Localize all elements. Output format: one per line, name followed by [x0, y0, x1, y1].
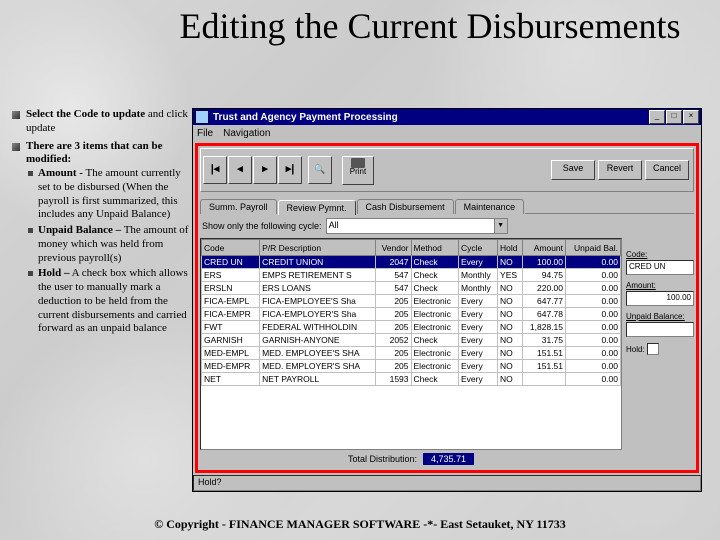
- unpaid-label: Unpaid Balance:: [626, 312, 694, 321]
- revert-button[interactable]: Revert: [598, 160, 642, 180]
- highlighted-region: |◂ ◂ ▸ ▸| 🔍 Print Save Revert Cancel: [195, 143, 699, 473]
- bullet-column: Select the Code to update and click upda…: [12, 108, 192, 492]
- tab-cash-disbursement[interactable]: Cash Disbursement: [357, 199, 454, 214]
- total-value: 4,735.71: [423, 453, 474, 465]
- table-row[interactable]: FICA-EMPRFICA-EMPLOYER'S Sha205Electroni…: [202, 308, 621, 321]
- code-field[interactable]: CRED UN: [626, 260, 694, 275]
- col-desc[interactable]: P/R Description: [260, 240, 376, 256]
- chevron-down-icon: ▼: [494, 219, 507, 233]
- hold-label: Hold:: [626, 345, 645, 354]
- bullet-2: There are 3 items that can be modified: …: [12, 140, 192, 337]
- col-method[interactable]: Method: [411, 240, 459, 256]
- print-button[interactable]: Print: [342, 156, 374, 185]
- maximize-button[interactable]: □: [666, 110, 682, 124]
- tab-maintenance[interactable]: Maintenance: [455, 199, 525, 214]
- find-button[interactable]: 🔍: [308, 156, 332, 184]
- app-icon: [195, 110, 209, 124]
- minimize-button[interactable]: _: [649, 110, 665, 124]
- save-button[interactable]: Save: [551, 160, 595, 180]
- amount-label: Amount:: [626, 281, 694, 290]
- toolbar: |◂ ◂ ▸ ▸| 🔍 Print Save Revert Cancel: [200, 148, 694, 192]
- table-row[interactable]: MED-EMPRMED. EMPLOYER'S SHA205Electronic…: [202, 360, 621, 373]
- col-code[interactable]: Code: [202, 240, 260, 256]
- edit-panel: Code: CRED UN Amount: 100.00 Unpaid Bala…: [626, 238, 694, 468]
- statusbar: Hold?: [193, 475, 701, 491]
- table-row[interactable]: CRED UNCREDIT UNION2047CheckEveryNO100.0…: [202, 256, 621, 269]
- hold-checkbox[interactable]: [647, 343, 659, 355]
- filter-bar: Show only the following cycle: All ▼: [200, 214, 694, 238]
- table-row[interactable]: ERSEMPS RETIREMENT S547CheckMonthlyYES94…: [202, 269, 621, 282]
- bullet-1: Select the Code to update and click upda…: [12, 108, 192, 136]
- table-row[interactable]: MED-EMPLMED. EMPLOYEE'S SHA205Electronic…: [202, 347, 621, 360]
- app-window: Trust and Agency Payment Processing _ □ …: [192, 108, 702, 492]
- nav-next-button[interactable]: ▸: [253, 156, 277, 184]
- total-row: Total Distribution: 4,735.71: [200, 450, 622, 468]
- nav-first-button[interactable]: |◂: [203, 156, 227, 184]
- table-row[interactable]: NETNET PAYROLL1593CheckEveryNO0.00: [202, 373, 621, 386]
- cancel-button[interactable]: Cancel: [645, 160, 689, 180]
- filter-label: Show only the following cycle:: [202, 221, 322, 231]
- window-title: Trust and Agency Payment Processing: [213, 112, 649, 123]
- menu-navigation[interactable]: Navigation: [223, 128, 270, 139]
- close-button[interactable]: ×: [683, 110, 699, 124]
- printer-icon: [351, 158, 365, 168]
- table-row[interactable]: FICA-EMPLFICA-EMPLOYEE'S Sha205Electroni…: [202, 295, 621, 308]
- col-hold[interactable]: Hold: [498, 240, 523, 256]
- menu-file[interactable]: File: [197, 128, 213, 139]
- titlebar: Trust and Agency Payment Processing _ □ …: [193, 109, 701, 125]
- tab-summ-payroll[interactable]: Summ. Payroll: [200, 199, 277, 214]
- tab-review-pymnt[interactable]: Review Pymnt.: [278, 200, 356, 215]
- amount-field[interactable]: 100.00: [626, 291, 694, 306]
- nav-last-button[interactable]: ▸|: [278, 156, 302, 184]
- col-vendor[interactable]: Vendor: [375, 240, 411, 256]
- table-row[interactable]: FWTFEDERAL WITHHOLDIN205ElectronicEveryN…: [202, 321, 621, 334]
- col-cycle[interactable]: Cycle: [459, 240, 498, 256]
- slide-title: Editing the Current Disbursements: [0, 0, 720, 46]
- col-amount[interactable]: Amount: [523, 240, 566, 256]
- copyright: © Copyright - FINANCE MANAGER SOFTWARE -…: [0, 517, 720, 532]
- disbursement-grid[interactable]: Code P/R Description Vendor Method Cycle…: [200, 238, 622, 450]
- col-unpaid[interactable]: Unpaid Bal.: [566, 240, 621, 256]
- table-row[interactable]: GARNISHGARNISH-ANYONE2052CheckEveryNO31.…: [202, 334, 621, 347]
- cycle-combo[interactable]: All ▼: [326, 218, 508, 234]
- menubar: File Navigation: [193, 125, 701, 141]
- tab-strip: Summ. Payroll Review Pymnt. Cash Disburs…: [200, 196, 694, 214]
- unpaid-field[interactable]: [626, 322, 694, 337]
- nav-prev-button[interactable]: ◂: [228, 156, 252, 184]
- code-label: Code:: [626, 250, 694, 259]
- table-row[interactable]: ERSLNERS LOANS547CheckMonthlyNO220.000.0…: [202, 282, 621, 295]
